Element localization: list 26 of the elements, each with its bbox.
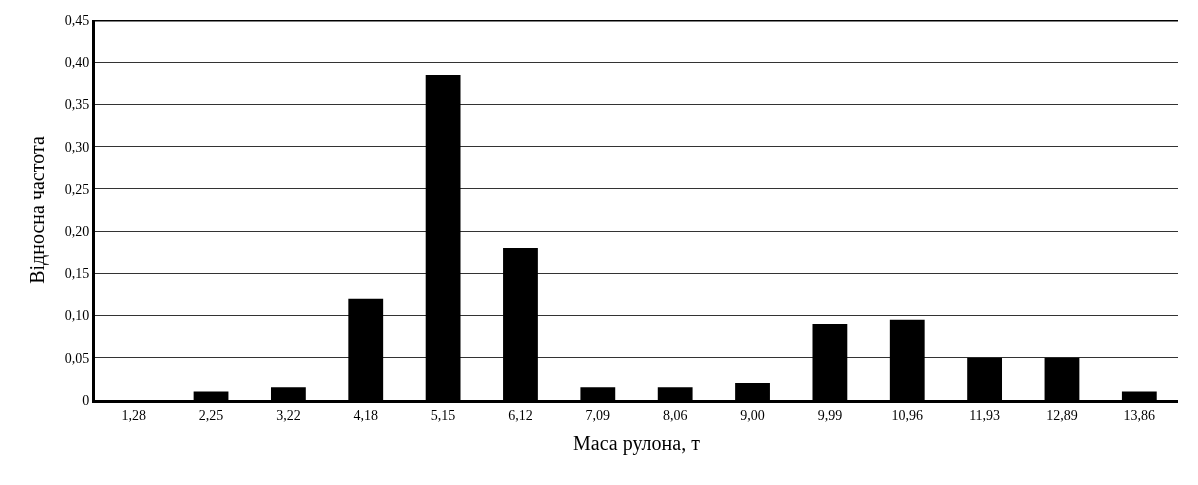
y-tick-label: 0,10 <box>64 308 90 324</box>
y-tick-label: 0,35 <box>64 97 90 113</box>
y-tick-label: 0,20 <box>64 224 90 240</box>
y-tick-label: 0,25 <box>64 181 90 197</box>
x-tick-label: 10,96 <box>891 407 923 423</box>
x-tick-label: 1,28 <box>121 407 146 423</box>
x-tick-label: 11,93 <box>969 407 1001 423</box>
x-tick-label: 9,00 <box>740 407 765 423</box>
x-tick-label: 5,15 <box>430 407 456 423</box>
x-tick-label: 6,12 <box>508 407 533 423</box>
x-tick-label: 4,18 <box>353 407 378 423</box>
x-tick-label: 13,86 <box>1123 407 1156 423</box>
x-tick-label: 12,89 <box>1046 407 1078 423</box>
x-tick-label: 8,06 <box>662 407 688 423</box>
y-axis-title: Відносна частота <box>26 136 50 284</box>
x-tick-label: 9,99 <box>817 407 843 423</box>
x-axis-title: Маса рулона, т <box>573 432 701 456</box>
x-tick-label: 2,25 <box>198 407 224 423</box>
x-tick-label: 7,09 <box>585 407 611 423</box>
y-tick-label: 0,30 <box>64 139 90 155</box>
y-tick-label: 0,15 <box>64 266 90 282</box>
y-tick-label: 0 <box>82 392 90 408</box>
y-tick-label: 0,40 <box>64 55 90 71</box>
y-tick-label: 0,45 <box>64 12 90 28</box>
y-tick-label: 0,05 <box>64 350 90 366</box>
x-tick-label: 3,22 <box>276 407 301 423</box>
